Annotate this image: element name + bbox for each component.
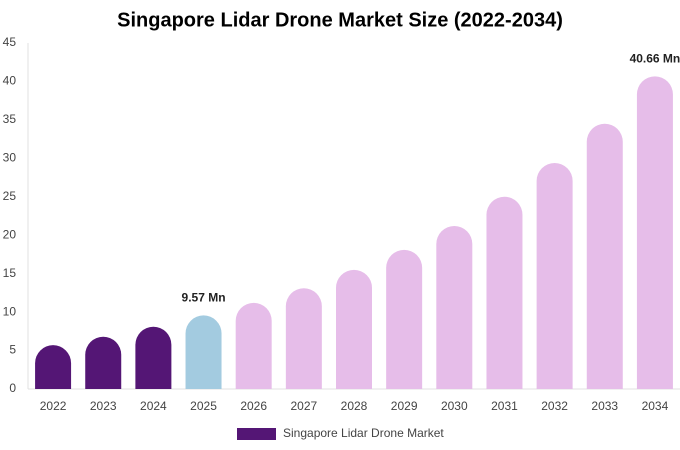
- x-tick-label: 2026: [240, 399, 267, 413]
- x-tick-label: 2031: [491, 399, 518, 413]
- y-tick-label: 40: [3, 74, 17, 88]
- legend-label: Singapore Lidar Drone Market: [283, 426, 444, 440]
- chart-title: Singapore Lidar Drone Market Size (2022-…: [117, 9, 563, 31]
- y-tick-label: 15: [3, 266, 17, 280]
- bar: [35, 345, 72, 389]
- bar: [135, 326, 172, 389]
- y-tick-label: 5: [9, 343, 16, 357]
- x-tick-label: 2030: [441, 399, 468, 413]
- bar: [185, 315, 222, 389]
- value-label: 9.57 Mn: [182, 291, 226, 305]
- bar: [85, 336, 122, 389]
- y-tick-label: 0: [9, 381, 16, 395]
- y-tick-label: 35: [3, 112, 17, 126]
- bar: [436, 225, 473, 389]
- x-tick-label: 2033: [591, 399, 618, 413]
- bar: [536, 162, 573, 389]
- y-tick-label: 10: [3, 304, 17, 318]
- bar: [285, 288, 322, 389]
- x-tick-label: 2032: [541, 399, 568, 413]
- y-tick-label: 20: [3, 227, 17, 241]
- x-tick-label: 2027: [290, 399, 317, 413]
- bar: [386, 249, 423, 389]
- bar: [336, 269, 372, 389]
- value-label: 40.66 Mn: [630, 52, 680, 66]
- bar: [235, 302, 272, 389]
- y-tick-label: 30: [3, 151, 17, 165]
- y-tick-label: 45: [3, 35, 17, 49]
- x-tick-label: 2023: [90, 399, 117, 413]
- y-tick-label: 25: [3, 189, 17, 203]
- bar: [486, 196, 523, 389]
- bar: [586, 123, 623, 389]
- x-tick-label: 2022: [40, 399, 67, 413]
- x-tick-label: 2025: [190, 399, 217, 413]
- x-tick-label: 2029: [391, 399, 418, 413]
- x-tick-label: 2028: [341, 399, 368, 413]
- legend-swatch: [237, 428, 276, 440]
- x-tick-label: 2034: [642, 399, 669, 413]
- bar: [636, 76, 673, 390]
- x-tick-label: 2024: [140, 399, 167, 413]
